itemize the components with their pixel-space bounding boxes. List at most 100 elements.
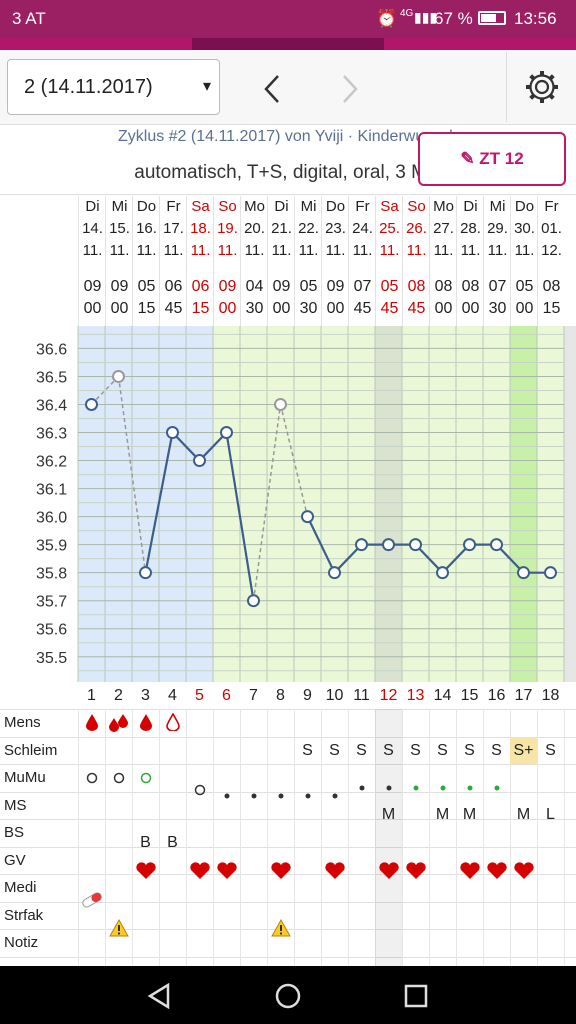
- date-column[interactable]: Mi 29. 11. 07 30: [483, 196, 511, 326]
- bs-value[interactable]: B: [140, 833, 151, 851]
- gv-heart-icon[interactable]: [186, 862, 213, 886]
- date-column[interactable]: Do 23. 11. 09 00: [321, 196, 349, 326]
- row-label[interactable]: GV: [4, 851, 26, 869]
- date-column[interactable]: Fr 01. 12. 08 15: [537, 196, 565, 326]
- cycle-select[interactable]: 2 (14.11.2017) ▾: [7, 59, 220, 115]
- date-d: 26.: [406, 220, 427, 237]
- time-h: 08: [461, 278, 480, 295]
- ms-value[interactable]: M: [516, 806, 531, 823]
- mumu-dot-icon[interactable]: [213, 786, 240, 806]
- gv-heart-icon[interactable]: [456, 862, 483, 886]
- date-column[interactable]: Sa 18. 11. 06 15: [186, 196, 214, 326]
- row-label[interactable]: Schleim: [4, 741, 58, 759]
- date-column[interactable]: Fr 17. 11. 06 45: [159, 196, 187, 326]
- mumu-green-dot-icon[interactable]: [429, 778, 456, 798]
- mumu-open-icon[interactable]: [132, 770, 159, 790]
- time-h: 05: [137, 278, 156, 295]
- ms-value[interactable]: M: [381, 806, 396, 823]
- chevron-left-icon[interactable]: [256, 72, 290, 106]
- warning-icon[interactable]: [267, 918, 294, 943]
- row-label[interactable]: MuMu: [4, 769, 46, 786]
- mumu-dot-icon[interactable]: [240, 786, 267, 806]
- mumu-open-icon[interactable]: [78, 770, 105, 790]
- row-label[interactable]: Mens: [4, 714, 41, 731]
- schleim-value[interactable]: S: [491, 741, 502, 759]
- date-m: 11.: [298, 242, 319, 259]
- mumu-dot-icon[interactable]: [294, 786, 321, 806]
- gv-heart-icon[interactable]: [375, 862, 402, 886]
- medication-pill-icon[interactable]: [78, 892, 105, 914]
- home-nav-icon[interactable]: [274, 982, 302, 1010]
- gv-heart-icon[interactable]: [483, 862, 510, 886]
- row-label[interactable]: Strfak: [4, 906, 44, 924]
- date-column[interactable]: Mi 15. 11. 09 00: [105, 196, 133, 326]
- time-min: 30: [245, 300, 264, 317]
- gv-heart-icon[interactable]: [213, 862, 240, 886]
- ms-value[interactable]: M: [435, 806, 450, 823]
- schleim-value[interactable]: S: [302, 741, 313, 759]
- row-label[interactable]: BS: [4, 824, 25, 841]
- mumu-dot-icon[interactable]: [321, 786, 348, 806]
- schleim-value[interactable]: S: [410, 741, 421, 759]
- date-column[interactable]: Di 28. 11. 08 00: [456, 196, 484, 326]
- mumu-dot-icon[interactable]: [348, 778, 375, 798]
- time-min: 45: [407, 300, 426, 317]
- date-column[interactable]: So 19. 11. 09 00: [213, 196, 241, 326]
- row-label[interactable]: Notiz: [4, 934, 39, 951]
- gv-heart-icon[interactable]: [321, 862, 348, 886]
- back-nav-icon[interactable]: [146, 982, 174, 1010]
- date-column[interactable]: Di 14. 11. 09 00: [78, 196, 106, 326]
- col-divider: [429, 709, 430, 967]
- time-h: 06: [191, 278, 210, 295]
- time-min: 30: [488, 300, 507, 317]
- date-column[interactable]: Mo 20. 11. 04 30: [240, 196, 268, 326]
- mens-drop-icon[interactable]: [132, 713, 159, 737]
- date-column[interactable]: Mi 22. 11. 05 30: [294, 196, 322, 326]
- mumu-open-icon[interactable]: [105, 770, 132, 790]
- schleim-value[interactable]: S+: [510, 736, 537, 764]
- gv-heart-icon[interactable]: [267, 862, 294, 886]
- mens-drop-outline-icon[interactable]: [159, 712, 186, 737]
- chevron-right-icon[interactable]: [332, 72, 366, 106]
- schleim-value[interactable]: S: [329, 741, 340, 759]
- date-column[interactable]: Sa 25. 11. 05 45: [375, 196, 403, 326]
- warning-icon[interactable]: [105, 918, 132, 943]
- y-tick-label: 36.0: [36, 510, 67, 527]
- schleim-value[interactable]: S: [383, 741, 394, 759]
- row-label[interactable]: MS: [4, 796, 27, 814]
- schleim-value[interactable]: S: [437, 741, 448, 759]
- date-column[interactable]: Di 21. 11. 09 00: [267, 196, 295, 326]
- date-column[interactable]: Do 30. 11. 05 00: [510, 196, 538, 326]
- bs-value[interactable]: B: [167, 833, 178, 851]
- gv-heart-icon[interactable]: [132, 862, 159, 886]
- gv-heart-icon[interactable]: [510, 862, 537, 886]
- mens-drop-icon[interactable]: [78, 713, 105, 737]
- mumu-green-dot-icon[interactable]: [483, 778, 510, 798]
- date-m: 11.: [325, 242, 346, 259]
- time-h: 09: [326, 278, 345, 295]
- schleim-value[interactable]: S: [545, 741, 556, 759]
- date-column[interactable]: So 26. 11. 08 45: [402, 196, 430, 326]
- schleim-value[interactable]: S: [464, 741, 475, 759]
- observation-table[interactable]: Mens Schleim MuMu MS BS GV Medi Strfak Notiz S S S S…: [0, 709, 576, 967]
- ms-value[interactable]: L: [546, 806, 555, 823]
- cycle-day-number: 17: [514, 687, 533, 704]
- cycle-day-button[interactable]: ✎ ZT 12: [418, 132, 566, 186]
- ms-value[interactable]: M: [462, 806, 477, 823]
- mumu-green-dot-icon[interactable]: [402, 778, 429, 798]
- row-label[interactable]: Medi: [4, 879, 37, 896]
- mumu-dot-icon[interactable]: [267, 786, 294, 806]
- temperature-chart[interactable]: 36.6 36.5 36.4 36.3 36.2 36.1 36.0 35.9 35.8 35.7…: [0, 326, 576, 682]
- row-divider: [0, 764, 576, 765]
- date-column[interactable]: Fr 24. 11. 07 45: [348, 196, 376, 326]
- settings-button[interactable]: [506, 52, 576, 122]
- mens-drops-icon[interactable]: [105, 713, 132, 739]
- mumu-open-icon[interactable]: [186, 782, 213, 802]
- recents-nav-icon[interactable]: [402, 982, 430, 1010]
- date-column[interactable]: Do 16. 11. 05 15: [132, 196, 160, 326]
- mumu-dot-icon[interactable]: [375, 778, 402, 798]
- gv-heart-icon[interactable]: [402, 862, 429, 886]
- date-column[interactable]: Mo 27. 11. 08 00: [429, 196, 457, 326]
- schleim-value[interactable]: S: [356, 741, 367, 759]
- mumu-green-dot-icon[interactable]: [456, 778, 483, 798]
